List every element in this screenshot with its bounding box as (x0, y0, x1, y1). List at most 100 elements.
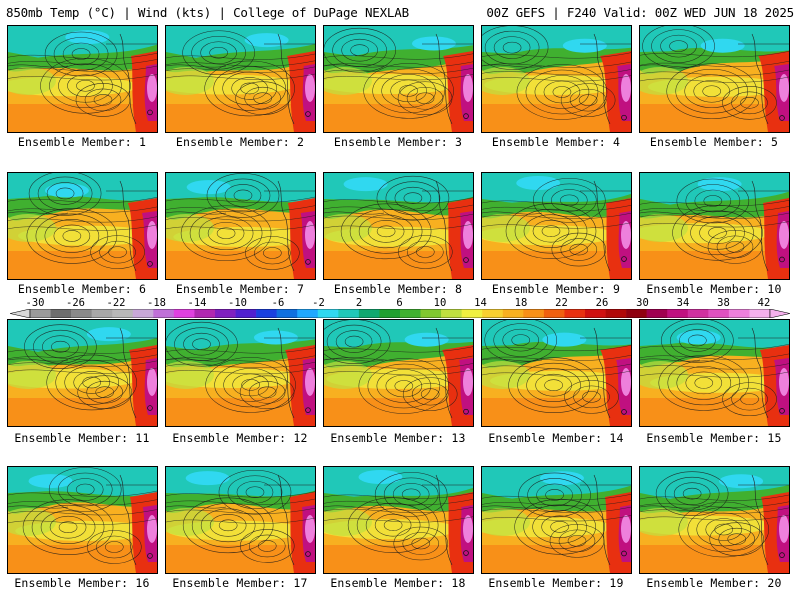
temperature-map (482, 467, 631, 573)
colorbar-swatch (297, 309, 319, 318)
ensemble-map-panel (7, 25, 158, 133)
ensemble-member-label: Ensemble Member: 11 (14, 431, 150, 445)
colorbar-swatch (420, 309, 442, 318)
ensemble-map-panel (481, 466, 632, 574)
ensemble-member-label: Ensemble Member: 18 (330, 576, 466, 590)
colorbar-swatch (256, 309, 277, 318)
ensemble-member-label: Ensemble Member: 10 (646, 282, 782, 296)
colorbar-swatch (687, 309, 709, 318)
ensemble-member-label: Ensemble Member: 17 (172, 576, 308, 590)
colorbar-tick-label: -10 (228, 297, 247, 309)
ensemble-member-label: Ensemble Member: 15 (646, 431, 782, 445)
temperature-map (640, 320, 789, 426)
colorbar-swatch (153, 309, 175, 318)
ensemble-member-label: Ensemble Member: 16 (14, 576, 150, 590)
temperature-map (482, 26, 631, 132)
ensemble-map-panel (165, 319, 316, 427)
ensemble-member-label: Ensemble Member: 20 (646, 576, 782, 590)
temperature-map (166, 173, 315, 279)
colorbar-tick-label: 34 (676, 297, 690, 309)
colorbar-swatch (276, 309, 298, 318)
colorbar-swatch (708, 309, 730, 318)
colorbar-tick-label: 30 (636, 297, 649, 309)
colorbar-swatch (728, 309, 750, 318)
model-run-info: 00Z GEFS | F240 Valid: 00Z WED JUN 18 20… (486, 5, 794, 20)
ensemble-map-panel (639, 25, 790, 133)
ensemble-map-panel (639, 466, 790, 574)
ensemble-member-label: Ensemble Member: 3 (333, 135, 463, 149)
temperature-map (8, 320, 157, 426)
ensemble-member-label: Ensemble Member: 4 (491, 135, 621, 149)
temperature-map (166, 467, 315, 573)
colorbar-tick-label: 10 (433, 297, 447, 309)
temperature-map (482, 320, 631, 426)
colorbar-tick-label: 38 (717, 297, 730, 309)
ensemble-map-panel (165, 466, 316, 574)
colorbar-tick-label: 26 (595, 297, 609, 309)
colorbar-swatch (338, 309, 360, 318)
ensemble-map-panel (323, 172, 474, 280)
temperature-map (324, 320, 473, 426)
colorbar-tick-label: -26 (66, 297, 85, 309)
temperature-map (640, 26, 789, 132)
colorbar-swatch (502, 309, 524, 318)
colorbar-tick-label: -22 (106, 297, 126, 309)
ensemble-map-panel (7, 172, 158, 280)
colorbar-swatch (317, 309, 339, 318)
colorbar-swatch (358, 309, 380, 318)
ensemble-map-panel (323, 25, 474, 133)
temperature-map (166, 26, 315, 132)
colorbar-swatch (215, 309, 236, 318)
ensemble-member-label: Ensemble Member: 5 (649, 135, 779, 149)
colorbar-tick-label: -6 (271, 297, 285, 309)
ensemble-member-label: Ensemble Member: 13 (330, 431, 466, 445)
temperature-colorbar (10, 309, 790, 318)
colorbar-swatch (605, 309, 627, 318)
colorbar-tick-label: 18 (514, 297, 528, 309)
colorbar-swatch (461, 309, 483, 318)
ensemble-member-label: Ensemble Member: 8 (333, 282, 463, 296)
colorbar-swatch (400, 309, 421, 318)
ensemble-member-label: Ensemble Member: 19 (488, 576, 624, 590)
colorbar-tick-label: -18 (147, 297, 166, 309)
colorbar-swatch (646, 309, 668, 318)
ensemble-map-panel (481, 172, 632, 280)
temperature-map (324, 467, 473, 573)
colorbar-tick-label: 2 (355, 297, 363, 309)
ensemble-map-panel (481, 319, 632, 427)
colorbar-swatch (523, 309, 545, 318)
ensemble-map-panel (7, 466, 158, 574)
temperature-map (324, 173, 473, 279)
colorbar-swatch (235, 309, 257, 318)
colorbar-swatch (50, 309, 72, 318)
ensemble-map-panel (165, 25, 316, 133)
temperature-map (8, 26, 157, 132)
colorbar-swatch (194, 309, 216, 318)
colorbar-swatch (71, 309, 92, 318)
colorbar-swatch (132, 309, 154, 318)
map-title: 850mb Temp (°C) | Wind (kts) | College o… (6, 5, 409, 20)
temperature-map (8, 173, 157, 279)
colorbar-tick-label: 42 (757, 297, 771, 309)
ensemble-map-panel (481, 25, 632, 133)
ensemble-member-label: Ensemble Member: 14 (488, 431, 624, 445)
temperature-map (324, 26, 473, 132)
ensemble-member-label: Ensemble Member: 6 (17, 282, 147, 296)
ensemble-member-label: Ensemble Member: 12 (172, 431, 308, 445)
temperature-map (640, 467, 789, 573)
colorbar-tick-label: -14 (187, 297, 207, 309)
ensemble-map-panel (323, 319, 474, 427)
colorbar-tick-label: -2 (312, 297, 325, 309)
colorbar-tick-label: -30 (25, 297, 45, 309)
colorbar-swatch (441, 309, 462, 318)
colorbar-swatch (749, 309, 771, 318)
colorbar-swatch (543, 309, 565, 318)
ensemble-map-panel (165, 172, 316, 280)
ensemble-member-label: Ensemble Member: 1 (17, 135, 147, 149)
temperature-map (482, 173, 631, 279)
ensemble-member-label: Ensemble Member: 7 (175, 282, 305, 296)
temperature-map (640, 173, 789, 279)
temperature-map (166, 320, 315, 426)
colorbar-swatch (667, 309, 689, 318)
colorbar-tick-label: 14 (474, 297, 487, 309)
